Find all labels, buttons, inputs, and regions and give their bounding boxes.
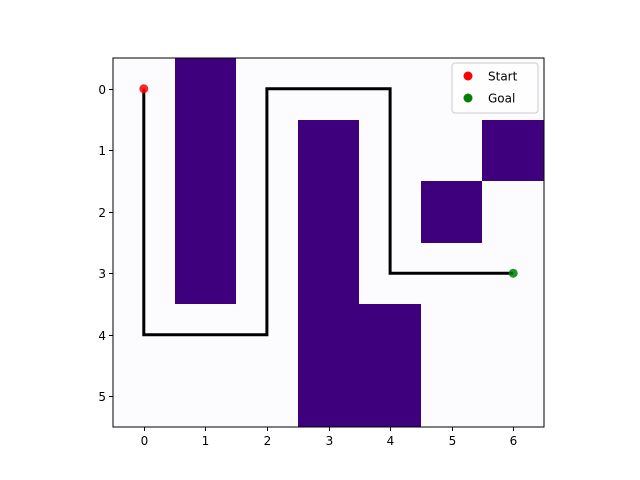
x-tick-label: 4 bbox=[387, 434, 395, 448]
y-tick-label: 4 bbox=[98, 329, 106, 343]
marker-layer bbox=[139, 84, 518, 278]
grid-cell-r5-c0 bbox=[113, 366, 175, 427]
grid-cell-r5-c1 bbox=[175, 366, 236, 427]
grid-cell-r4-c4 bbox=[359, 304, 421, 366]
y-tick-label: 0 bbox=[98, 83, 106, 97]
y-tick-label: 5 bbox=[98, 390, 106, 404]
grid-cell-r2-c5 bbox=[421, 181, 482, 243]
goal-legend-label: Goal bbox=[488, 92, 515, 106]
grid-cell-r2-c1 bbox=[175, 181, 236, 243]
axes-layer: 0 1 2 3 4 5 6 0 1 2 3 4 5 bbox=[98, 57, 545, 448]
grid-cell-r2-c3 bbox=[298, 181, 359, 243]
grid-cell-r4-c3 bbox=[298, 304, 359, 366]
x-tick-label: 6 bbox=[510, 434, 518, 448]
grid-cell-r2-c6 bbox=[482, 181, 544, 243]
goal-marker bbox=[508, 268, 518, 278]
grid-cell-r5-c6 bbox=[482, 366, 544, 427]
grid-cell-r0-c1 bbox=[175, 58, 236, 120]
axes-frame bbox=[112, 57, 545, 428]
grid-cell-r1-c3 bbox=[298, 120, 359, 181]
start-marker bbox=[139, 84, 149, 94]
grid-cell-r1-c5 bbox=[421, 120, 482, 181]
grid-cell-r5-c2 bbox=[236, 366, 298, 427]
y-tick-label: 2 bbox=[98, 206, 106, 220]
goal-legend-marker bbox=[463, 93, 473, 103]
legend-box bbox=[451, 62, 539, 114]
x-tick-label: 0 bbox=[141, 434, 149, 448]
grid-cell-r5-c4 bbox=[359, 366, 421, 427]
grid-cell-r5-c5 bbox=[421, 366, 482, 427]
start-legend-marker bbox=[463, 71, 473, 81]
x-tick-label: 1 bbox=[202, 434, 210, 448]
grid-cell-r4-c6 bbox=[482, 304, 544, 366]
grid-cell-r1-c6 bbox=[482, 120, 544, 181]
path-layer bbox=[142, 87, 514, 337]
grid-cell-r3-c3 bbox=[298, 243, 359, 304]
y-tick-label: 3 bbox=[98, 267, 106, 281]
grid-cell-r5-c3 bbox=[298, 366, 359, 427]
legend: Start Goal bbox=[451, 62, 539, 114]
start-legend-label: Start bbox=[488, 70, 518, 84]
grid-cell-r3-c1 bbox=[175, 243, 236, 304]
grid-cell-r1-c1 bbox=[175, 120, 236, 181]
x-tick-label: 5 bbox=[449, 434, 457, 448]
y-tick-label: 1 bbox=[98, 144, 106, 158]
path-line bbox=[142, 87, 514, 337]
x-tick-label: 3 bbox=[326, 434, 334, 448]
grid-cell-r4-c5 bbox=[421, 304, 482, 366]
x-tick-label: 2 bbox=[264, 434, 272, 448]
